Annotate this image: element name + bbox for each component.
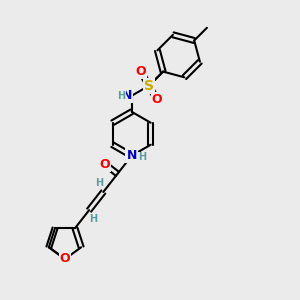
Text: O: O [60, 253, 70, 266]
Text: H: H [118, 91, 126, 101]
Text: O: O [100, 158, 110, 170]
Text: N: N [122, 89, 132, 102]
Text: N: N [126, 149, 137, 162]
Text: H: H [139, 152, 147, 162]
Text: H: H [89, 214, 97, 224]
Text: H: H [95, 178, 104, 188]
Text: O: O [152, 93, 162, 106]
Text: S: S [144, 79, 154, 93]
Text: O: O [136, 65, 146, 78]
